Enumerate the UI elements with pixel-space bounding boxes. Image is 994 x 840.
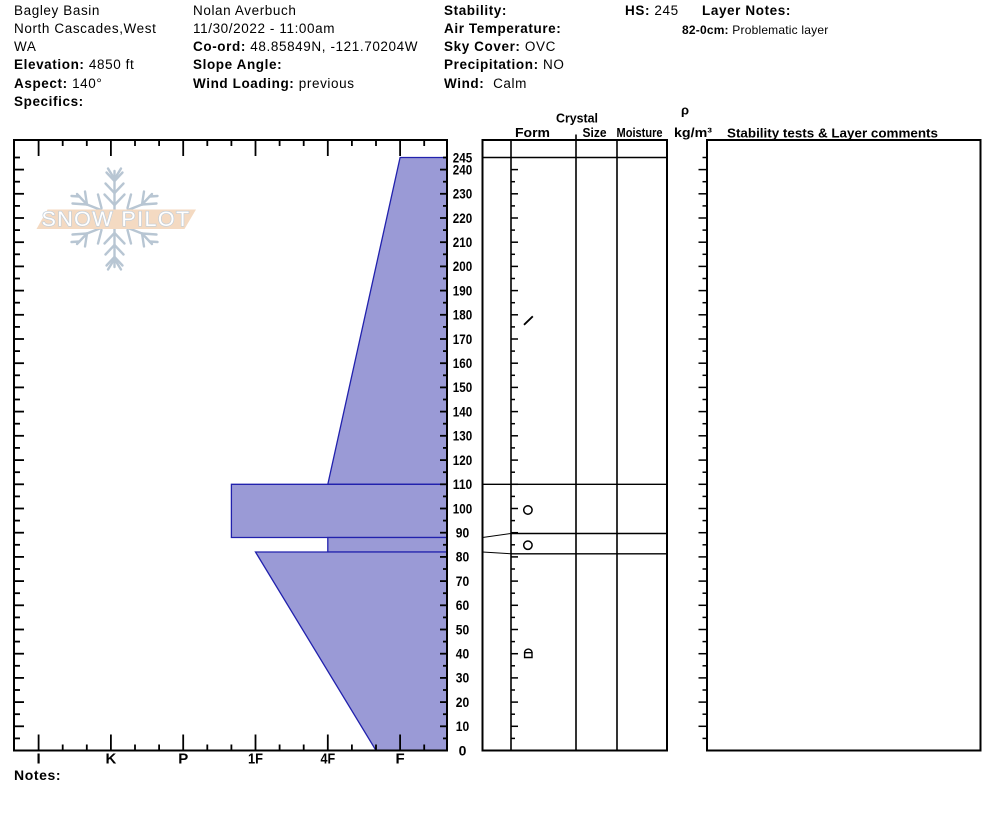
svg-text:kg/m³: kg/m³ <box>674 125 713 140</box>
svg-text:Moisture: Moisture <box>617 125 663 140</box>
svg-text:140: 140 <box>453 403 473 419</box>
svg-text:40: 40 <box>456 646 470 662</box>
svg-text:170: 170 <box>453 331 473 347</box>
svg-text:160: 160 <box>453 355 473 371</box>
svg-text:1F: 1F <box>248 751 263 768</box>
svg-text:100: 100 <box>453 500 473 516</box>
svg-text:220: 220 <box>453 210 473 226</box>
svg-text:0: 0 <box>459 742 467 758</box>
svg-text:I: I <box>37 751 41 768</box>
svg-text:SNOW PILOT: SNOW PILOT <box>42 207 191 231</box>
svg-text:F: F <box>396 751 405 768</box>
svg-text:90: 90 <box>456 525 470 541</box>
svg-text:Stability tests & Layer commen: Stability tests & Layer comments <box>727 125 938 140</box>
svg-text:60: 60 <box>456 597 470 613</box>
svg-text:210: 210 <box>453 234 473 250</box>
svg-text:230: 230 <box>453 186 473 202</box>
svg-text:240: 240 <box>453 161 473 177</box>
svg-text:80: 80 <box>456 549 470 565</box>
svg-text:120: 120 <box>453 452 473 468</box>
svg-text:10: 10 <box>456 718 470 734</box>
svg-text:190: 190 <box>453 282 473 298</box>
svg-text:110: 110 <box>453 476 473 492</box>
svg-text:K: K <box>105 751 116 768</box>
svg-text:Crystal: Crystal <box>556 110 598 125</box>
svg-text:130: 130 <box>453 428 473 444</box>
svg-text:4F: 4F <box>320 751 335 768</box>
svg-text:70: 70 <box>456 573 470 589</box>
svg-text:Size: Size <box>583 125 607 140</box>
svg-text:Form: Form <box>515 125 550 140</box>
svg-text:180: 180 <box>453 307 473 323</box>
svg-text:30: 30 <box>456 670 470 686</box>
svg-text:50: 50 <box>456 621 470 637</box>
svg-text:200: 200 <box>453 258 473 274</box>
svg-text:P: P <box>178 751 188 768</box>
svg-text:150: 150 <box>453 379 473 395</box>
svg-text:ρ: ρ <box>681 103 689 118</box>
svg-text:245: 245 <box>453 149 473 165</box>
svg-text:20: 20 <box>456 694 470 710</box>
